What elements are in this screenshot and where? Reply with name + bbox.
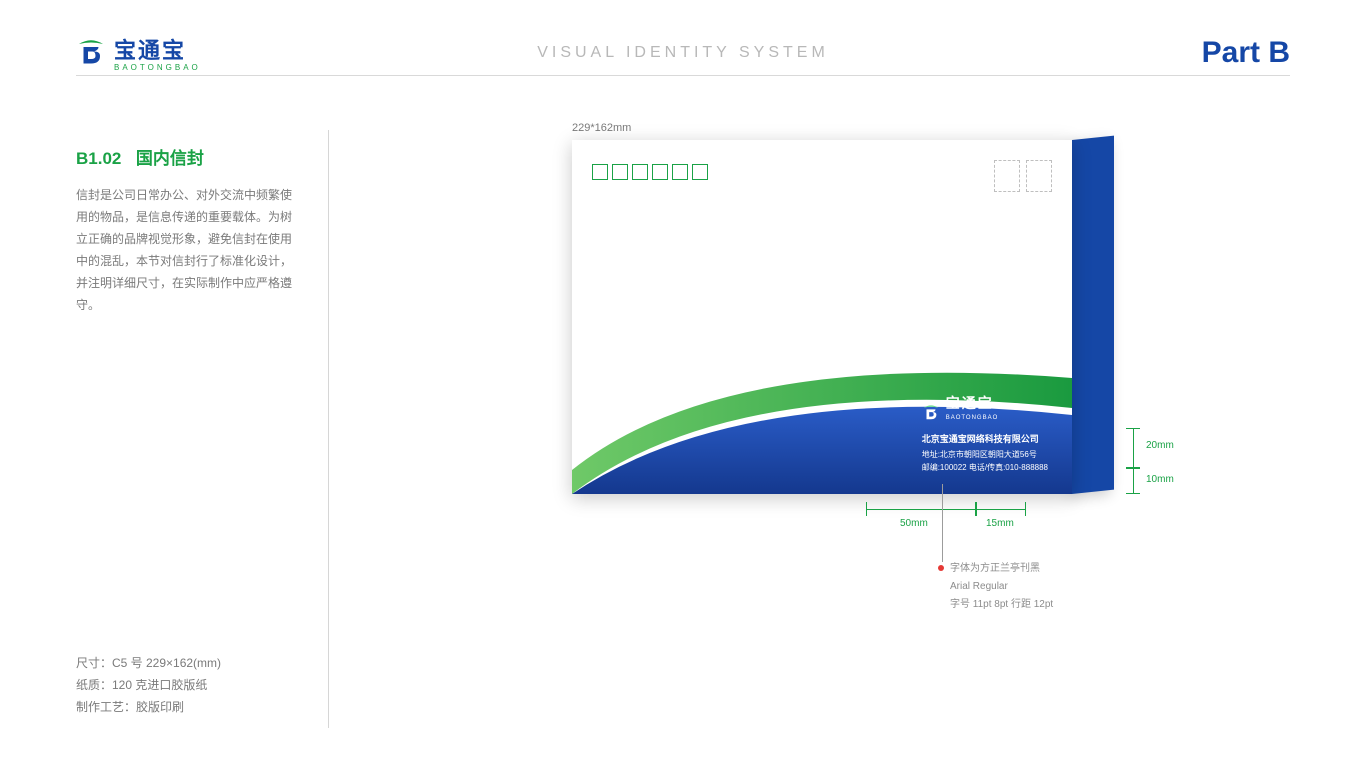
header-part: Part B <box>1202 36 1290 70</box>
env-address: 地址:北京市朝阳区朝阳大道56号 <box>922 448 1048 461</box>
envelope-size-label: 229*162mm <box>572 122 631 134</box>
font-note: 字体为方正兰亭刊黑 Arial Regular 字号 11pt 8pt 行距 1… <box>938 560 1053 614</box>
font-note-line3: 字号 11pt 8pt 行距 12pt <box>938 596 1053 614</box>
brand-name-en: BAOTONGBAO <box>114 63 201 72</box>
envelope-mock: 宝通宝 BAOTONGBAO 北京宝通宝网络科技有限公司 地址:北京市朝阳区朝阳… <box>572 140 1072 494</box>
env-brand-en: BAOTONGBAO <box>946 412 999 425</box>
brand-name-cn: 宝通宝 <box>114 33 201 65</box>
spec-item: 尺寸：C5 号 229×162(mm) <box>76 652 221 674</box>
env-brand-cn: 宝通宝 <box>946 395 994 411</box>
brand-logo: 宝通宝 BAOTONGBAO <box>76 33 201 72</box>
section-description: 信封是公司日常办公、对外交流中频繁使用的物品，是信息传递的重要载体。为树立正确的… <box>76 184 296 316</box>
env-company: 北京宝通宝网络科技有限公司 <box>922 433 1048 446</box>
font-note-line1: 字体为方正兰亭刊黑 <box>950 563 1040 574</box>
brand-mark-small-icon <box>922 404 940 422</box>
header-title: VISUAL IDENTITY SYSTEM <box>537 44 829 62</box>
dim-label-20mm: 20mm <box>1146 440 1174 451</box>
env-postal-tel: 邮编:100022 电话/传真:010-888888 <box>922 461 1048 474</box>
dim-guide-50mm <box>866 502 976 516</box>
brand-text: 宝通宝 BAOTONGBAO <box>114 33 201 72</box>
section-code: B1.02 <box>76 149 121 168</box>
dim-label-15mm: 15mm <box>986 518 1014 529</box>
note-dot-icon <box>938 565 944 571</box>
spec-item: 制作工艺：胶版印刷 <box>76 696 221 718</box>
divider-vertical <box>328 130 329 728</box>
envelope-text-block: 宝通宝 BAOTONGBAO 北京宝通宝网络科技有限公司 地址:北京市朝阳区朝阳… <box>922 397 1048 474</box>
spec-list: 尺寸：C5 号 229×162(mm) 纸质：120 克进口胶版纸 制作工艺：胶… <box>76 652 221 718</box>
font-note-line2: Arial Regular <box>938 578 1053 596</box>
section-heading: B1.02 国内信封 <box>76 144 204 169</box>
section-title: 国内信封 <box>136 149 204 168</box>
brand-mark-icon <box>76 38 106 68</box>
spec-item: 纸质：120 克进口胶版纸 <box>76 674 221 696</box>
dim-guide-15mm <box>976 502 1026 516</box>
dim-label-50mm: 50mm <box>900 518 928 529</box>
font-note-leader <box>942 484 943 562</box>
dim-guide-10mm <box>1126 468 1140 494</box>
dim-guide-20mm <box>1126 428 1140 468</box>
page-header: 宝通宝 BAOTONGBAO VISUAL IDENTITY SYSTEM Pa… <box>76 30 1290 76</box>
dim-label-10mm: 10mm <box>1146 474 1174 485</box>
envelope-flap <box>1072 136 1114 494</box>
page-body: B1.02 国内信封 信封是公司日常办公、对外交流中频繁使用的物品，是信息传递的… <box>76 130 1290 728</box>
